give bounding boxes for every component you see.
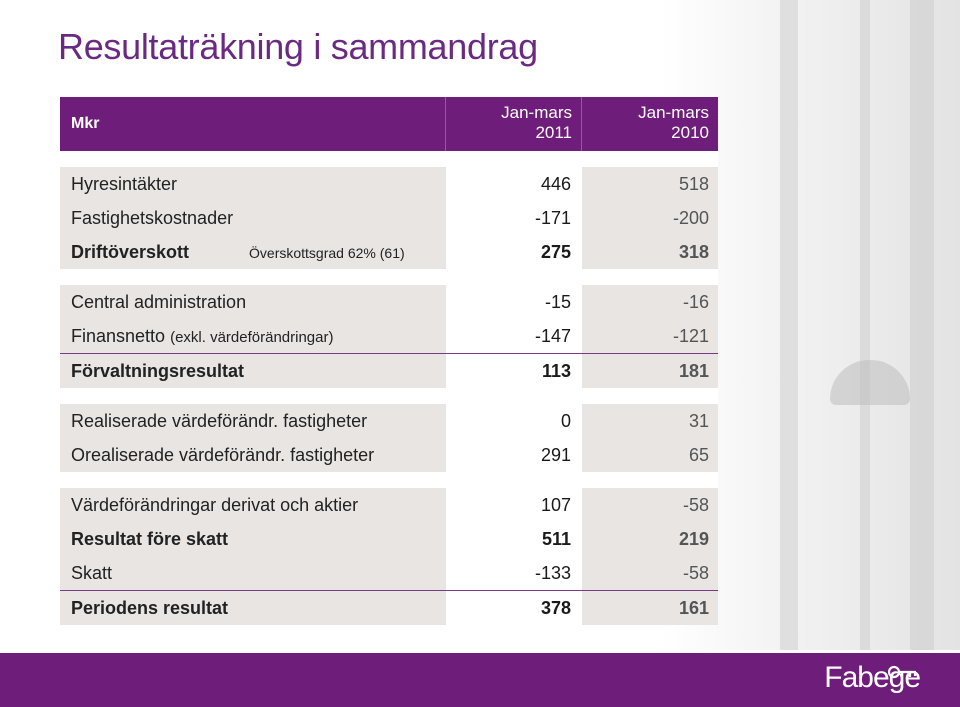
value-2010: -200	[672, 208, 709, 228]
value-2010: -121	[672, 326, 709, 346]
value-2011: 291	[446, 438, 582, 472]
header-period-2010: Jan-mars 2010	[638, 103, 709, 142]
value-2011: 378	[446, 591, 582, 625]
header-period-2011: Jan-mars 2011	[446, 97, 582, 151]
value-2011: -133	[446, 556, 582, 590]
value-2010: 181	[678, 361, 709, 381]
value-2011: 446	[446, 167, 582, 201]
table-row: Periodens resultat 378 161	[60, 590, 718, 625]
value-2010: 31	[688, 411, 709, 431]
value-2011: 0	[446, 404, 582, 438]
row-label: Finansnetto	[71, 325, 166, 346]
page-title: Resultaträkning i sammandrag	[58, 26, 538, 67]
value-2011: -147	[446, 319, 582, 353]
value-2011: 511	[446, 522, 582, 556]
value-2011: -171	[446, 201, 582, 235]
value-2011: 275	[446, 235, 582, 269]
value-2010: -58	[682, 495, 709, 515]
row-label: Förvaltningsresultat	[71, 360, 245, 381]
table-row: Resultat före skatt 511 219	[60, 522, 718, 556]
income-statement-table: Mkr Jan-mars 2011 Jan-mars 2010 Hyresint…	[60, 97, 718, 625]
table-group: Hyresintäkter 446 518 Fastighetskostnade…	[60, 167, 718, 269]
row-label: Orealiserade värdeförändr. fastigheter	[71, 444, 375, 465]
table-row: Förvaltningsresultat 113 181	[60, 353, 718, 388]
value-2011: 113	[446, 354, 582, 388]
table-row: Orealiserade värdeförändr. fastigheter 2…	[60, 438, 718, 472]
table-row: Hyresintäkter 446 518	[60, 167, 718, 201]
row-note: (exkl. värdeförändringar)	[170, 328, 334, 346]
table-group: Värdeförändringar derivat och aktier 107…	[60, 488, 718, 625]
value-2010: 219	[678, 529, 709, 549]
value-2010: 318	[678, 242, 709, 262]
value-2010: 161	[678, 598, 709, 618]
row-label: Fastighetskostnader	[71, 207, 234, 228]
row-label: Hyresintäkter	[71, 173, 178, 194]
row-label: Resultat före skatt	[71, 528, 229, 549]
key-icon	[888, 665, 917, 679]
table-group: Realiserade värdeförändr. fastigheter 0 …	[60, 404, 718, 472]
row-label: Skatt	[71, 562, 113, 583]
table-header: Mkr Jan-mars 2011 Jan-mars 2010	[60, 97, 718, 151]
value-2010: -58	[682, 563, 709, 583]
row-label: Driftöverskott	[71, 241, 190, 262]
table-row: Driftöverskott Överskottsgrad 62% (61) 2…	[60, 235, 718, 269]
row-label: Periodens resultat	[71, 597, 229, 618]
value-2010: -16	[682, 292, 709, 312]
fabege-logo: Fabege	[824, 661, 921, 694]
value-2011: 107	[446, 488, 582, 522]
table-row: Finansnetto (exkl. värdeförändringar) -1…	[60, 319, 718, 353]
table-row: Realiserade värdeförändr. fastigheter 0 …	[60, 404, 718, 438]
table-row: Värdeförändringar derivat och aktier 107…	[60, 488, 718, 522]
row-label: Central administration	[71, 291, 247, 312]
row-label: Värdeförändringar derivat och aktier	[71, 494, 359, 515]
table-row: Central administration -15 -16	[60, 285, 718, 319]
value-2010: 518	[678, 174, 709, 194]
value-2010: 65	[688, 445, 709, 465]
row-note: Överskottsgrad 62% (61)	[249, 244, 405, 261]
table-row: Fastighetskostnader -171 -200	[60, 201, 718, 235]
row-label: Realiserade värdeförändr. fastigheter	[71, 410, 368, 431]
footer-bar: Fabege	[0, 653, 960, 707]
table-group: Central administration -15 -16 Finansnet…	[60, 285, 718, 388]
value-2011: -15	[446, 285, 582, 319]
header-unit-label: Mkr	[60, 97, 446, 151]
table-row: Skatt -133 -58	[60, 556, 718, 590]
